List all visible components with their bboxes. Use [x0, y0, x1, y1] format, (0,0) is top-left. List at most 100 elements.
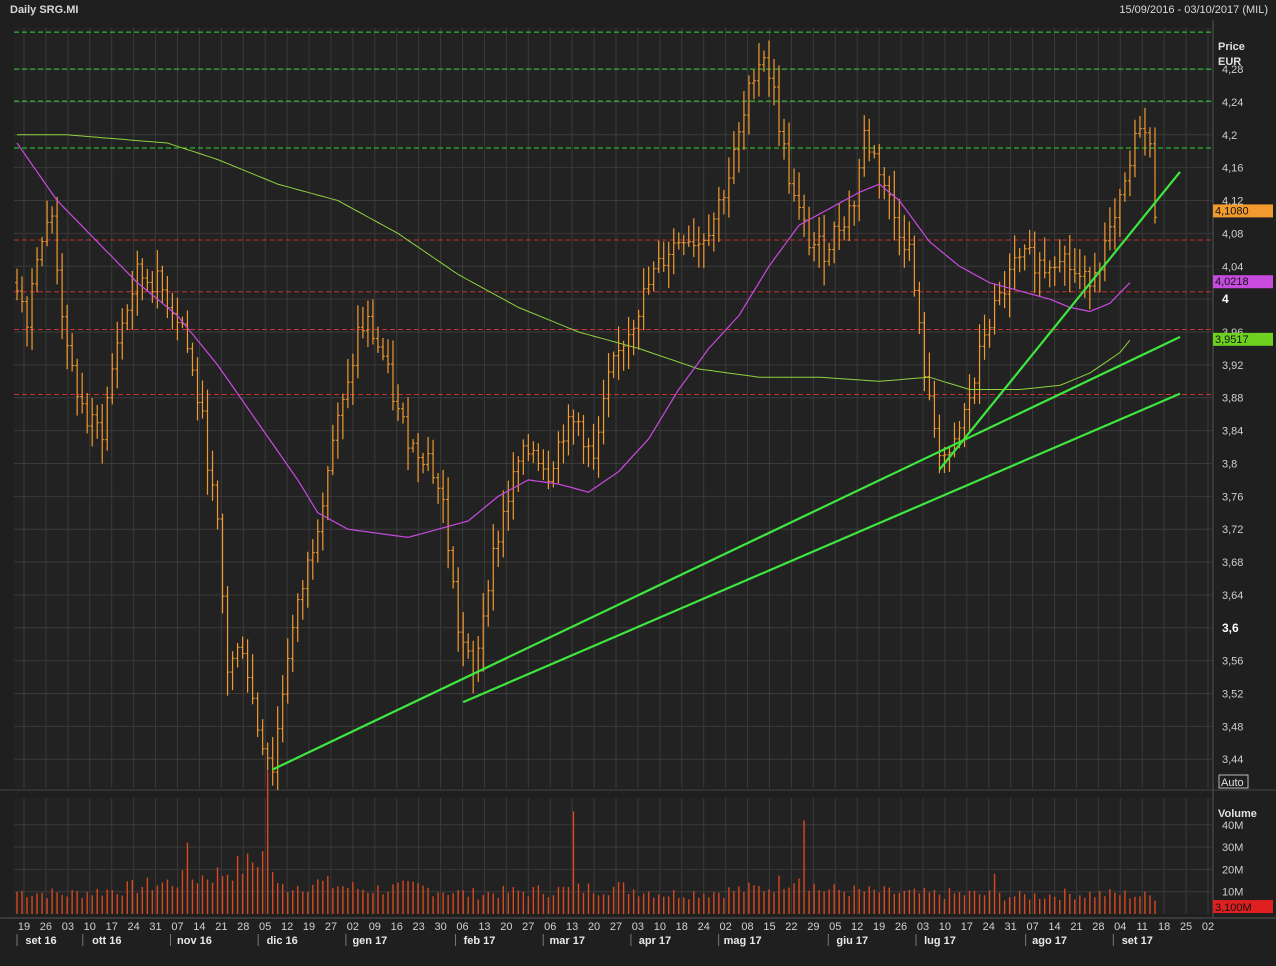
x-day-label: 14 [193, 921, 205, 933]
x-month-label: gen 17 [352, 935, 387, 947]
x-day-label: 09 [369, 921, 381, 933]
last-value-tag [1213, 204, 1273, 218]
price-tick-label: 4,16 [1222, 163, 1243, 175]
volume-tick-label: 10M [1222, 887, 1243, 899]
x-day-label: 04 [1114, 921, 1126, 933]
x-day-label: 28 [237, 921, 249, 933]
x-day-label: 17 [106, 921, 118, 933]
price-panel [14, 28, 1212, 788]
x-month-label: nov 16 [177, 935, 212, 947]
last-value-tag [1213, 275, 1273, 289]
x-day-label: 20 [500, 921, 512, 933]
last-value-tag [1213, 332, 1273, 346]
price-axis-label: Price [1218, 41, 1245, 53]
moving-average-long [17, 134, 1131, 390]
x-day-label: 29 [807, 921, 819, 933]
x-day-label: 10 [84, 921, 96, 933]
x-day-label: 30 [434, 921, 446, 933]
x-day-label: 10 [654, 921, 666, 933]
x-day-label: 26 [895, 921, 907, 933]
x-day-label: 27 [610, 921, 622, 933]
price-tick-label: 3,44 [1222, 754, 1243, 766]
x-day-label: 21 [1070, 921, 1082, 933]
x-day-label: 02 [347, 921, 359, 933]
x-month-label: ago 17 [1032, 935, 1067, 947]
x-day-label: 24 [983, 921, 995, 933]
volume-last-tag [1213, 900, 1273, 914]
chart-title: Daily SRG.MI [10, 4, 79, 16]
x-month-label: mar 17 [549, 935, 584, 947]
x-day-label: 06 [544, 921, 556, 933]
x-day-label: 31 [149, 921, 161, 933]
price-tick-label: 4,28 [1222, 64, 1243, 76]
x-day-label: 15 [763, 921, 775, 933]
x-day-label: 03 [917, 921, 929, 933]
x-day-label: 27 [325, 921, 337, 933]
date-range: 15/09/2016 - 03/10/2017 (MIL) [1119, 4, 1268, 16]
x-day-label: 07 [171, 921, 183, 933]
auto-scale-button [1218, 774, 1249, 789]
x-day-label: 27 [522, 921, 534, 933]
x-day-label: 17 [961, 921, 973, 933]
x-day-label: 12 [851, 921, 863, 933]
x-day-label: 26 [40, 921, 52, 933]
x-day-label: 03 [632, 921, 644, 933]
x-day-label: 18 [676, 921, 688, 933]
price-tick-label: 3,56 [1222, 656, 1243, 668]
x-day-label: 13 [566, 921, 578, 933]
price-tick-label: 3,64 [1222, 590, 1243, 602]
x-day-label: 16 [391, 921, 403, 933]
x-month-label: ott 16 [92, 935, 121, 947]
x-day-label: 24 [698, 921, 710, 933]
x-day-label: 05 [829, 921, 841, 933]
price-tick-label: 4,08 [1222, 228, 1243, 240]
x-day-label: 14 [1048, 921, 1060, 933]
trend-line [938, 171, 1181, 471]
x-month-label: dic 16 [267, 935, 298, 947]
price-tick-label: 4,04 [1222, 261, 1243, 273]
x-day-label: 12 [281, 921, 293, 933]
auto-scale-label: Auto [1221, 777, 1244, 789]
x-month-label: mag 17 [724, 935, 762, 947]
x-day-label: 28 [1092, 921, 1104, 933]
price-tick-label: 4 [1222, 292, 1229, 306]
x-day-label: 21 [215, 921, 227, 933]
volume-tick-label: 20M [1222, 864, 1243, 876]
x-day-label: 24 [128, 921, 140, 933]
x-day-label: 31 [1005, 921, 1017, 933]
price-tick-label: 3,72 [1222, 524, 1243, 536]
volume-tick-label: 30M [1222, 842, 1243, 854]
x-month-label: giu 17 [836, 935, 868, 947]
price-tick-label: 3,6 [1222, 621, 1239, 635]
x-day-label: 07 [1026, 921, 1038, 933]
price-tick-label: 3,88 [1222, 393, 1243, 405]
price-tick-label: 3,76 [1222, 491, 1243, 503]
x-day-label: 22 [785, 921, 797, 933]
volume-last-label: 3,100M [1215, 902, 1252, 914]
x-day-label: 18 [1158, 921, 1170, 933]
x-day-label: 19 [18, 921, 30, 933]
x-month-label: apr 17 [639, 935, 671, 947]
x-day-label: 25 [1180, 921, 1192, 933]
volume-axis-label: Volume [1218, 808, 1257, 820]
price-tick-label: 3,68 [1222, 557, 1243, 569]
x-day-label: 20 [588, 921, 600, 933]
price-tick-label: 3,48 [1222, 721, 1243, 733]
x-day-label: 06 [456, 921, 468, 933]
last-value-label: 4,1080 [1215, 205, 1249, 217]
trend-line [272, 335, 1181, 771]
x-day-label: 10 [939, 921, 951, 933]
price-tick-label: 4,2 [1222, 130, 1237, 142]
last-value-label: 3,9517 [1215, 334, 1249, 346]
volume-tick-label: 40M [1222, 820, 1243, 832]
x-day-label: 05 [259, 921, 271, 933]
price-axis-unit: EUR [1218, 56, 1241, 68]
x-day-label: 08 [741, 921, 753, 933]
price-tick-label: 3,8 [1222, 458, 1237, 470]
last-value-label: 4,0218 [1215, 276, 1249, 288]
x-day-label: 03 [62, 921, 74, 933]
x-day-label: 02 [1202, 921, 1214, 933]
price-tick-label: 3,84 [1222, 426, 1243, 438]
price-tick-label: 3,92 [1222, 360, 1243, 372]
